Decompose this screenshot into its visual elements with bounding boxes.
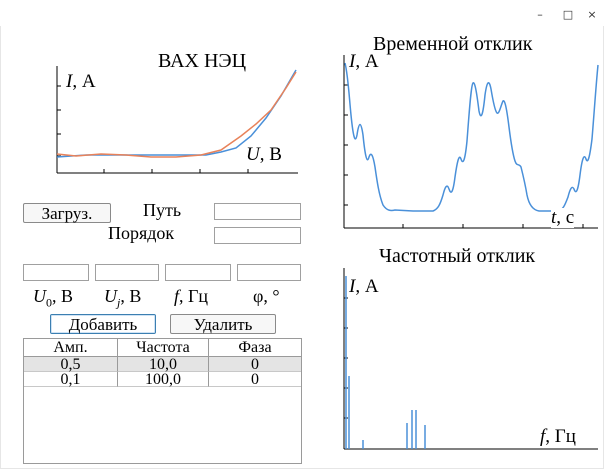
time-xlabel: t, с bbox=[551, 207, 575, 228]
iv-ylabel: I, А bbox=[66, 71, 96, 92]
time-chart-svg bbox=[343, 55, 599, 229]
column-header-phase[interactable]: Фаза bbox=[209, 339, 301, 357]
table-cell: 10,0 bbox=[118, 357, 209, 373]
table-cell: 0,5 bbox=[24, 357, 118, 373]
table-cell: 0,1 bbox=[24, 372, 118, 388]
freq-chart-title: Частотный отклик bbox=[379, 245, 536, 267]
freq-chart bbox=[343, 268, 598, 450]
table-row[interactable]: 0,1 100,0 0 bbox=[24, 372, 301, 388]
maximize-button[interactable]: □ bbox=[562, 8, 574, 21]
u0-input[interactable] bbox=[23, 264, 89, 281]
order-label: Порядок bbox=[108, 223, 175, 243]
iv-curve-approx bbox=[56, 71, 297, 158]
iv-chart-axes bbox=[56, 66, 298, 174]
table-cell: 0 bbox=[209, 357, 301, 373]
time-response-curve bbox=[344, 62, 599, 212]
add-button[interactable]: Добавить bbox=[50, 314, 156, 334]
time-chart-axes bbox=[343, 55, 598, 229]
phi-label: φ, ° bbox=[253, 286, 280, 306]
f-label: f, Гц bbox=[174, 286, 209, 306]
freq-chart-svg bbox=[343, 268, 598, 450]
load-button[interactable]: Загруз. bbox=[23, 203, 111, 223]
iv-chart bbox=[56, 66, 298, 174]
freq-spectrum-lines bbox=[345, 276, 426, 449]
time-ylabel: I, А bbox=[349, 51, 379, 72]
harmonics-table[interactable]: Амп. Частота Фаза 0,5 10,0 0 0,1 100,0 0 bbox=[23, 338, 302, 464]
freq-ylabel: I, А bbox=[349, 276, 379, 297]
time-chart bbox=[343, 55, 599, 229]
path-field[interactable] bbox=[214, 203, 301, 220]
iv-xlabel: U, В bbox=[246, 144, 282, 165]
table-header: Амп. Частота Фаза bbox=[24, 339, 301, 357]
table-cell: 0 bbox=[209, 372, 301, 388]
table-cell: 100,0 bbox=[118, 372, 209, 388]
phi-input[interactable] bbox=[237, 264, 301, 281]
minimize-button[interactable]: – bbox=[537, 8, 543, 21]
column-header-amp[interactable]: Амп. bbox=[24, 339, 118, 357]
freq-xlabel: f, Гц bbox=[540, 426, 576, 447]
time-chart-title: Временной отклик bbox=[373, 33, 533, 55]
iv-chart-title: ВАХ НЭЦ bbox=[158, 50, 247, 72]
table-row[interactable]: 0,5 10,0 0 bbox=[24, 357, 301, 373]
delete-button[interactable]: Удалить bbox=[170, 314, 276, 334]
iv-chart-svg bbox=[56, 66, 298, 174]
freq-chart-axes bbox=[343, 268, 598, 450]
f-input[interactable] bbox=[165, 264, 231, 281]
uj-label: Uj, В bbox=[104, 286, 142, 310]
order-field[interactable] bbox=[214, 227, 301, 244]
close-button[interactable]: × bbox=[587, 8, 597, 21]
column-header-frequency[interactable]: Частота bbox=[118, 339, 209, 357]
path-label: Путь bbox=[143, 200, 182, 220]
uj-input[interactable] bbox=[95, 264, 159, 281]
u0-label: U0, В bbox=[33, 286, 74, 310]
